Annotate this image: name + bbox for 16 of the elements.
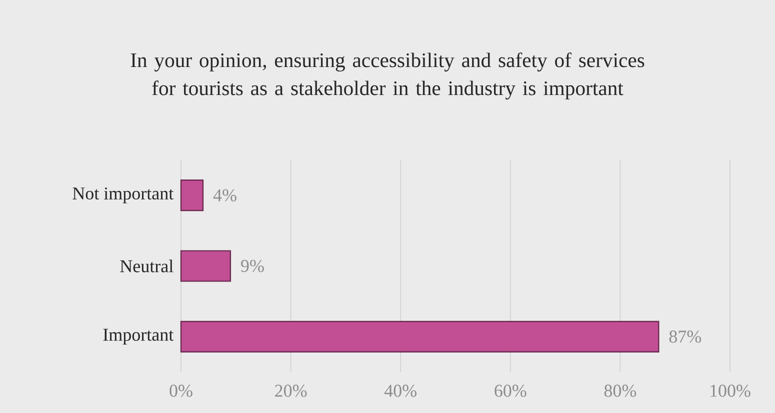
data-label: 4% (213, 189, 236, 202)
data-label: 9% (241, 260, 264, 272)
bar (180, 250, 232, 282)
data-label: 87% (669, 330, 702, 343)
bar (180, 320, 660, 352)
bar (180, 180, 204, 212)
chart-title: In your opinion, ensuring accessibility and safety of services for tourists as a stakeholder in the industry is important (130, 52, 644, 100)
y-tick-label: Not important (72, 187, 174, 204)
x-tick-label: 20% (275, 384, 307, 397)
x-tick-label: 60% (494, 384, 526, 397)
y-tick-label: Neutral (120, 260, 174, 272)
x-tick-label: 40% (384, 384, 416, 397)
y-tick-label: Important (103, 328, 174, 344)
x-tick-label: 0% (170, 384, 192, 397)
x-tick-label: 100% (710, 384, 750, 397)
x-tick-label: 80% (604, 384, 636, 397)
